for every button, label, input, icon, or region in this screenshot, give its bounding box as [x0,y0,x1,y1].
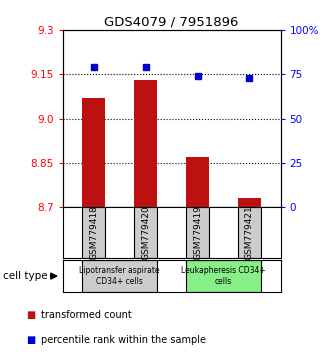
Bar [186,260,261,292]
Title: GDS4079 / 7951896: GDS4079 / 7951896 [104,16,239,29]
Bar [134,80,157,207]
Text: Lipotransfer aspirate
CD34+ cells: Lipotransfer aspirate CD34+ cells [80,267,160,286]
Text: ■: ■ [26,335,36,345]
Text: percentile rank within the sample: percentile rank within the sample [41,335,206,345]
Text: Leukapheresis CD34+
cells: Leukapheresis CD34+ cells [181,267,266,286]
Bar [186,207,209,258]
Text: GSM779418: GSM779418 [89,205,98,260]
Text: ■: ■ [26,310,36,320]
Text: cell type: cell type [3,271,48,281]
Text: transformed count: transformed count [41,310,132,320]
Bar [82,260,157,292]
Bar [82,207,106,258]
Bar [134,207,157,258]
Bar [238,207,261,258]
Bar [82,98,106,207]
Bar [186,157,209,207]
Bar [238,198,261,207]
Text: GSM779421: GSM779421 [245,205,254,260]
Text: GSM779419: GSM779419 [193,205,202,260]
Text: GSM779420: GSM779420 [141,205,150,260]
